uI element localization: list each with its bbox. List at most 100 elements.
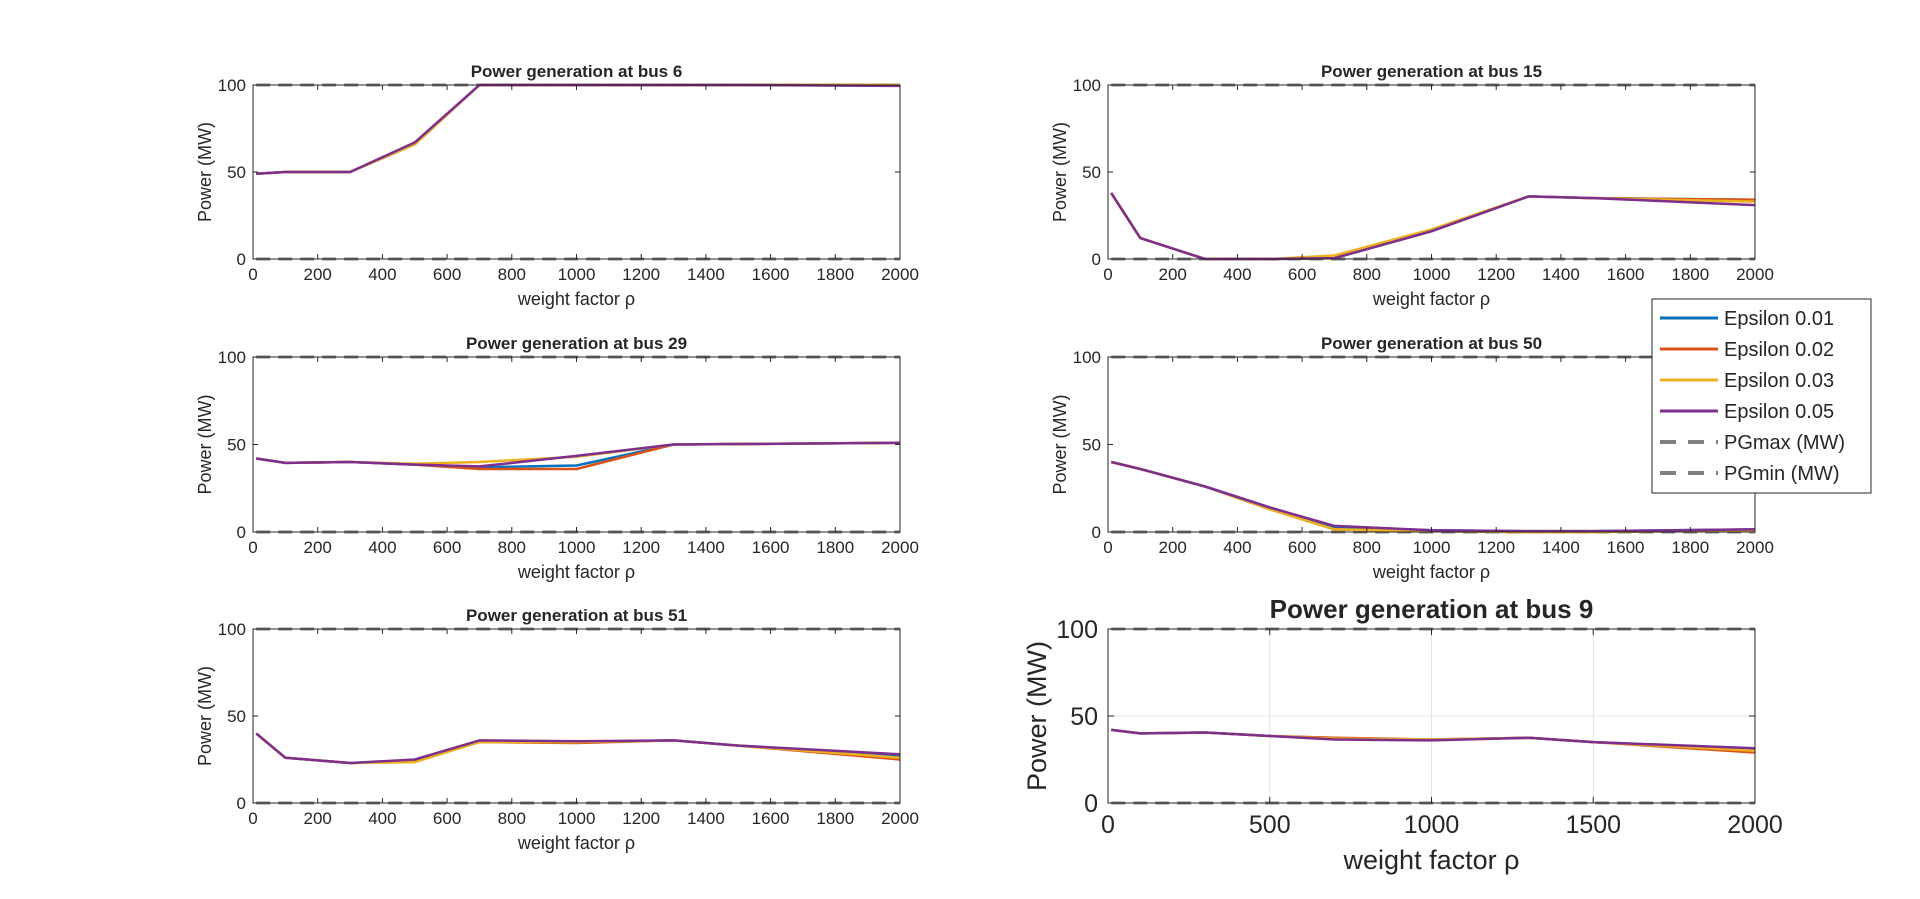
subplot-title: Power generation at bus 51	[466, 606, 687, 625]
series-line-epsilon-0-05	[255, 732, 901, 765]
x-tick-label: 2000	[881, 538, 919, 557]
x-tick-label: 200	[304, 265, 332, 284]
y-tick-label: 100	[218, 76, 246, 95]
x-tick-label: 1200	[622, 265, 660, 284]
x-axis-label: weight factor ρ	[517, 833, 635, 853]
subplot-title: Power generation at bus 50	[1321, 334, 1542, 353]
x-tick-label: 400	[1223, 538, 1251, 557]
x-tick-label: 1800	[1671, 265, 1709, 284]
y-tick-label: 0	[237, 794, 246, 813]
subplot-title: Power generation at bus 6	[471, 62, 683, 81]
y-axis-label: Power (MW)	[195, 666, 215, 766]
x-tick-label: 400	[1223, 265, 1251, 284]
x-tick-label: 1200	[1477, 538, 1515, 557]
legend-box	[1651, 298, 1872, 494]
subplot-5: 0 200 400 600 800 1000 1200 1400 1600 1800 2000 0 50…	[195, 606, 919, 853]
x-tick-label: 1800	[1671, 538, 1709, 557]
y-tick-label: 0	[1084, 790, 1098, 818]
series-line-epsilon-0-05	[1110, 192, 1756, 261]
plot-area	[253, 629, 900, 803]
y-tick-label: 100	[218, 348, 246, 367]
x-tick-label: 1400	[1542, 265, 1580, 284]
x-tick-label: 1000	[558, 265, 596, 284]
x-tick-label: 1800	[816, 265, 854, 284]
y-tick-label: 100	[1073, 76, 1101, 95]
x-tick-label: 0	[248, 538, 257, 557]
x-tick-label: 1600	[752, 265, 790, 284]
x-tick-label: 1200	[622, 809, 660, 828]
series-line-epsilon-0-05	[1110, 460, 1756, 533]
series-line-epsilon-0-05	[256, 441, 901, 468]
subplot-4: 0 200 400 600 800 1000 1200 1400 1600 1800 2000 0 50…	[1050, 334, 1774, 582]
x-tick-label: 800	[498, 809, 526, 828]
y-tick-label: 0	[1092, 250, 1101, 269]
x-tick-label: 1000	[1413, 265, 1451, 284]
x-axis-label: weight factor ρ	[1343, 845, 1520, 875]
x-tick-label: 1600	[1607, 265, 1645, 284]
x-tick-label: 1800	[816, 809, 854, 828]
legend-entry-label: Epsilon 0.03	[1724, 370, 1834, 392]
y-tick-label: 50	[1070, 703, 1098, 731]
subplots-container: 0 200 400 600 800 1000 1200 1400 1600 1800 2000050…	[195, 62, 1783, 875]
subplot-title: Power generation at bus 29	[466, 334, 687, 353]
x-tick-label: 800	[1353, 265, 1381, 284]
legend-entry-label: Epsilon 0.05	[1724, 401, 1834, 423]
x-tick-label: 400	[368, 265, 396, 284]
x-tick-label: 1400	[687, 538, 725, 557]
y-tick-label: 50	[1082, 436, 1101, 455]
x-tick-label: 1400	[687, 809, 725, 828]
y-axis-label: Power (MW)	[1050, 395, 1070, 495]
x-tick-label: 200	[304, 538, 332, 557]
y-tick-label: 100	[1056, 616, 1098, 644]
y-axis-label: Power (MW)	[1050, 122, 1070, 222]
x-tick-label: 1000	[558, 809, 596, 828]
x-tick-label: 1000	[558, 538, 596, 557]
series-line-epsilon-0-05	[1111, 728, 1756, 750]
x-tick-label: 1400	[687, 265, 725, 284]
legend-entry-label: PGmin (MW)	[1724, 463, 1840, 485]
legend-entry-label: Epsilon 0.01	[1724, 308, 1834, 330]
x-tick-label: 800	[1353, 538, 1381, 557]
x-tick-label: 1200	[1477, 265, 1515, 284]
subplot-title: Power generation at bus 15	[1321, 62, 1542, 81]
y-axis-label: Power (MW)	[195, 122, 215, 222]
x-tick-label: 400	[368, 809, 396, 828]
x-tick-label: 600	[433, 265, 461, 284]
x-axis-label: weight factor ρ	[1372, 562, 1490, 582]
x-tick-label: 600	[1288, 538, 1316, 557]
x-tick-label: 200	[1159, 265, 1187, 284]
x-tick-label: 2000	[881, 809, 919, 828]
x-tick-label: 2000	[881, 265, 919, 284]
x-tick-label: 1000	[1413, 538, 1451, 557]
x-tick-label: 0	[1103, 265, 1112, 284]
plot-area	[253, 85, 900, 259]
y-tick-label: 0	[237, 250, 246, 269]
y-tick-label: 100	[1073, 348, 1101, 367]
y-tick-label: 50	[227, 707, 246, 726]
legend-entry-label: Epsilon 0.02	[1724, 339, 1834, 361]
x-tick-label: 1600	[752, 538, 790, 557]
x-tick-label: 200	[1159, 538, 1187, 557]
subplot-6: 0 500 1000 1500 2000 0 50 100 Power generation a…	[1022, 594, 1783, 875]
legend-entry-label: PGmax (MW)	[1724, 432, 1845, 454]
x-tick-label: 600	[433, 809, 461, 828]
x-tick-label: 600	[1288, 265, 1316, 284]
x-tick-label: 800	[498, 265, 526, 284]
y-tick-label: 50	[227, 436, 246, 455]
y-tick-label: 50	[227, 163, 246, 182]
x-tick-label: 1000	[1404, 811, 1460, 839]
x-tick-label: 2000	[1736, 538, 1774, 557]
subplot-title: Power generation at bus 9	[1270, 594, 1594, 624]
x-tick-label: 400	[368, 538, 396, 557]
x-tick-label: 1600	[1607, 538, 1645, 557]
x-tick-label: 1200	[622, 538, 660, 557]
x-tick-label: 200	[304, 809, 332, 828]
plot-area	[1108, 85, 1755, 259]
x-tick-label: 1800	[816, 538, 854, 557]
x-tick-label: 2000	[1727, 811, 1783, 839]
subplot-1: 0 200 400 600 800 1000 1200 1400 1600 1800 2000 0 50…	[195, 62, 919, 309]
legend: Epsilon 0.01 Epsilon 0.02 Epsilon 0.03 Epsi…	[1651, 298, 1872, 494]
y-tick-label: 100	[218, 620, 246, 639]
x-tick-label: 0	[1101, 811, 1115, 839]
subplot-2: 0 200 400 600 800 1000 1200 1400 1600 1800 2000 0 50…	[1050, 62, 1774, 309]
